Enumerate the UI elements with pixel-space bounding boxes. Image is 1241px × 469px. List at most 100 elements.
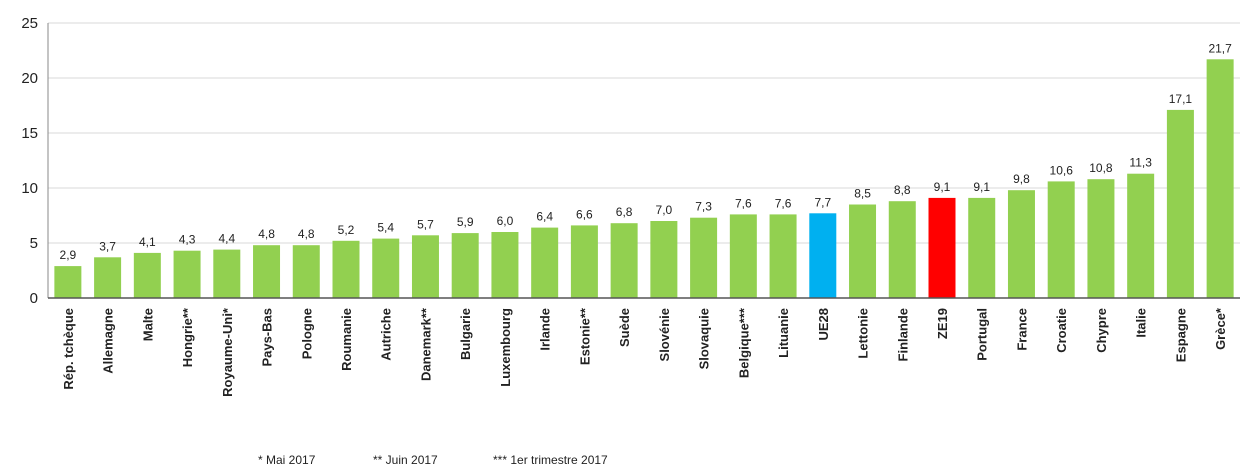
x-tick-label: Belgique*** (736, 307, 751, 378)
value-label: 4,1 (139, 235, 156, 249)
bar (1047, 181, 1075, 298)
value-label: 9,1 (934, 180, 951, 194)
bar (690, 217, 718, 298)
y-tick-label: 5 (30, 235, 38, 252)
value-label: 4,8 (258, 227, 275, 241)
bar (332, 240, 360, 298)
bar (213, 249, 241, 298)
footnote: ** Juin 2017 (373, 453, 438, 467)
y-tick-label: 0 (30, 290, 38, 307)
bar (531, 227, 559, 298)
value-label: 7,3 (695, 200, 712, 214)
x-tick-label: Chypre (1094, 308, 1109, 353)
value-label: 10,8 (1089, 161, 1113, 175)
x-tick-label: Hongrie** (180, 307, 195, 367)
bar (729, 214, 757, 298)
bar (928, 197, 956, 298)
bar (173, 250, 201, 298)
bar (1087, 179, 1115, 298)
bar (769, 214, 797, 298)
value-label: 11,3 (1129, 156, 1152, 170)
x-tick-label: UE28 (816, 308, 831, 341)
x-tick-label: Grèce* (1213, 307, 1228, 350)
bar (650, 221, 678, 298)
x-tick-label: Lituanie (776, 308, 791, 358)
value-label: 9,8 (1013, 172, 1030, 186)
x-tick-label: Italie (1134, 308, 1149, 338)
bar (94, 257, 122, 298)
bar (292, 245, 320, 298)
x-tick-label: Allemagne (101, 308, 116, 374)
value-label: 5,4 (377, 221, 394, 235)
x-tick-label: Autriche (379, 308, 394, 361)
x-tick-label: Rép. tchèque (61, 308, 76, 390)
x-tick-label: Slovénie (657, 308, 672, 361)
value-label: 21,7 (1208, 41, 1232, 55)
value-label: 6,4 (536, 210, 553, 224)
bar (54, 266, 82, 298)
x-tick-label: Slovaquie (697, 308, 712, 369)
value-label: 10,6 (1050, 163, 1074, 177)
value-label: 5,9 (457, 215, 474, 229)
x-tick-label: Roumanie (339, 308, 354, 371)
footnote: * Mai 2017 (258, 453, 316, 467)
bar (253, 245, 281, 298)
value-label: 7,0 (656, 203, 673, 217)
x-tick-label: Estonie** (577, 307, 592, 365)
x-tick-label: Finlande (895, 308, 910, 361)
x-tick-label: Danemark** (418, 307, 433, 381)
bar (849, 204, 877, 298)
bar (1007, 190, 1035, 298)
value-label: 3,7 (99, 239, 116, 253)
x-tick-label: Irlande (538, 308, 553, 351)
value-label: 2,9 (60, 248, 77, 262)
value-label: 4,8 (298, 227, 315, 241)
value-label: 7,6 (775, 196, 792, 210)
bar (610, 223, 638, 298)
value-label: 5,2 (338, 223, 355, 237)
value-label: 6,6 (576, 207, 593, 221)
bar (451, 233, 479, 298)
bar (411, 235, 439, 298)
value-label: 6,0 (497, 214, 514, 228)
x-tick-label: Espagne (1173, 308, 1188, 362)
bar (888, 201, 916, 298)
x-tick-label: France (1014, 308, 1029, 351)
x-tick-label: Suède (617, 308, 632, 347)
bar (133, 252, 161, 298)
x-tick-label: Pays-Bas (260, 308, 275, 367)
bar (1127, 173, 1155, 298)
bar (372, 238, 400, 298)
bar (570, 225, 598, 298)
y-tick-label: 25 (21, 15, 38, 32)
value-label: 7,7 (814, 195, 831, 209)
x-tick-label: Lettonie (856, 308, 871, 359)
value-label: 6,8 (616, 205, 633, 219)
value-label: 17,1 (1169, 92, 1193, 106)
value-label: 5,7 (417, 217, 434, 231)
bar (491, 232, 519, 298)
footnote: *** 1er trimestre 2017 (493, 453, 608, 467)
x-tick-label: Luxembourg (498, 308, 513, 387)
x-tick-label: Pologne (299, 308, 314, 359)
bar (1166, 109, 1194, 299)
y-tick-label: 20 (21, 70, 38, 87)
x-tick-label: ZE19 (935, 308, 950, 339)
x-tick-label: Bulgarie (458, 308, 473, 360)
y-tick-label: 10 (21, 180, 38, 197)
y-tick-label: 15 (21, 125, 38, 142)
x-tick-label: Malte (140, 308, 155, 341)
value-label: 8,5 (854, 187, 871, 201)
value-label: 7,6 (735, 196, 752, 210)
x-tick-label: Croatie (1054, 308, 1069, 353)
value-label: 9,1 (973, 180, 990, 194)
bar (809, 213, 837, 298)
value-label: 8,8 (894, 183, 911, 197)
x-tick-label: Portugal (975, 308, 990, 361)
bar (968, 197, 996, 298)
value-label: 4,3 (179, 233, 196, 247)
bar (1206, 59, 1234, 298)
x-tick-label: Royaume-Uni* (220, 307, 235, 397)
value-label: 4,4 (218, 232, 235, 246)
